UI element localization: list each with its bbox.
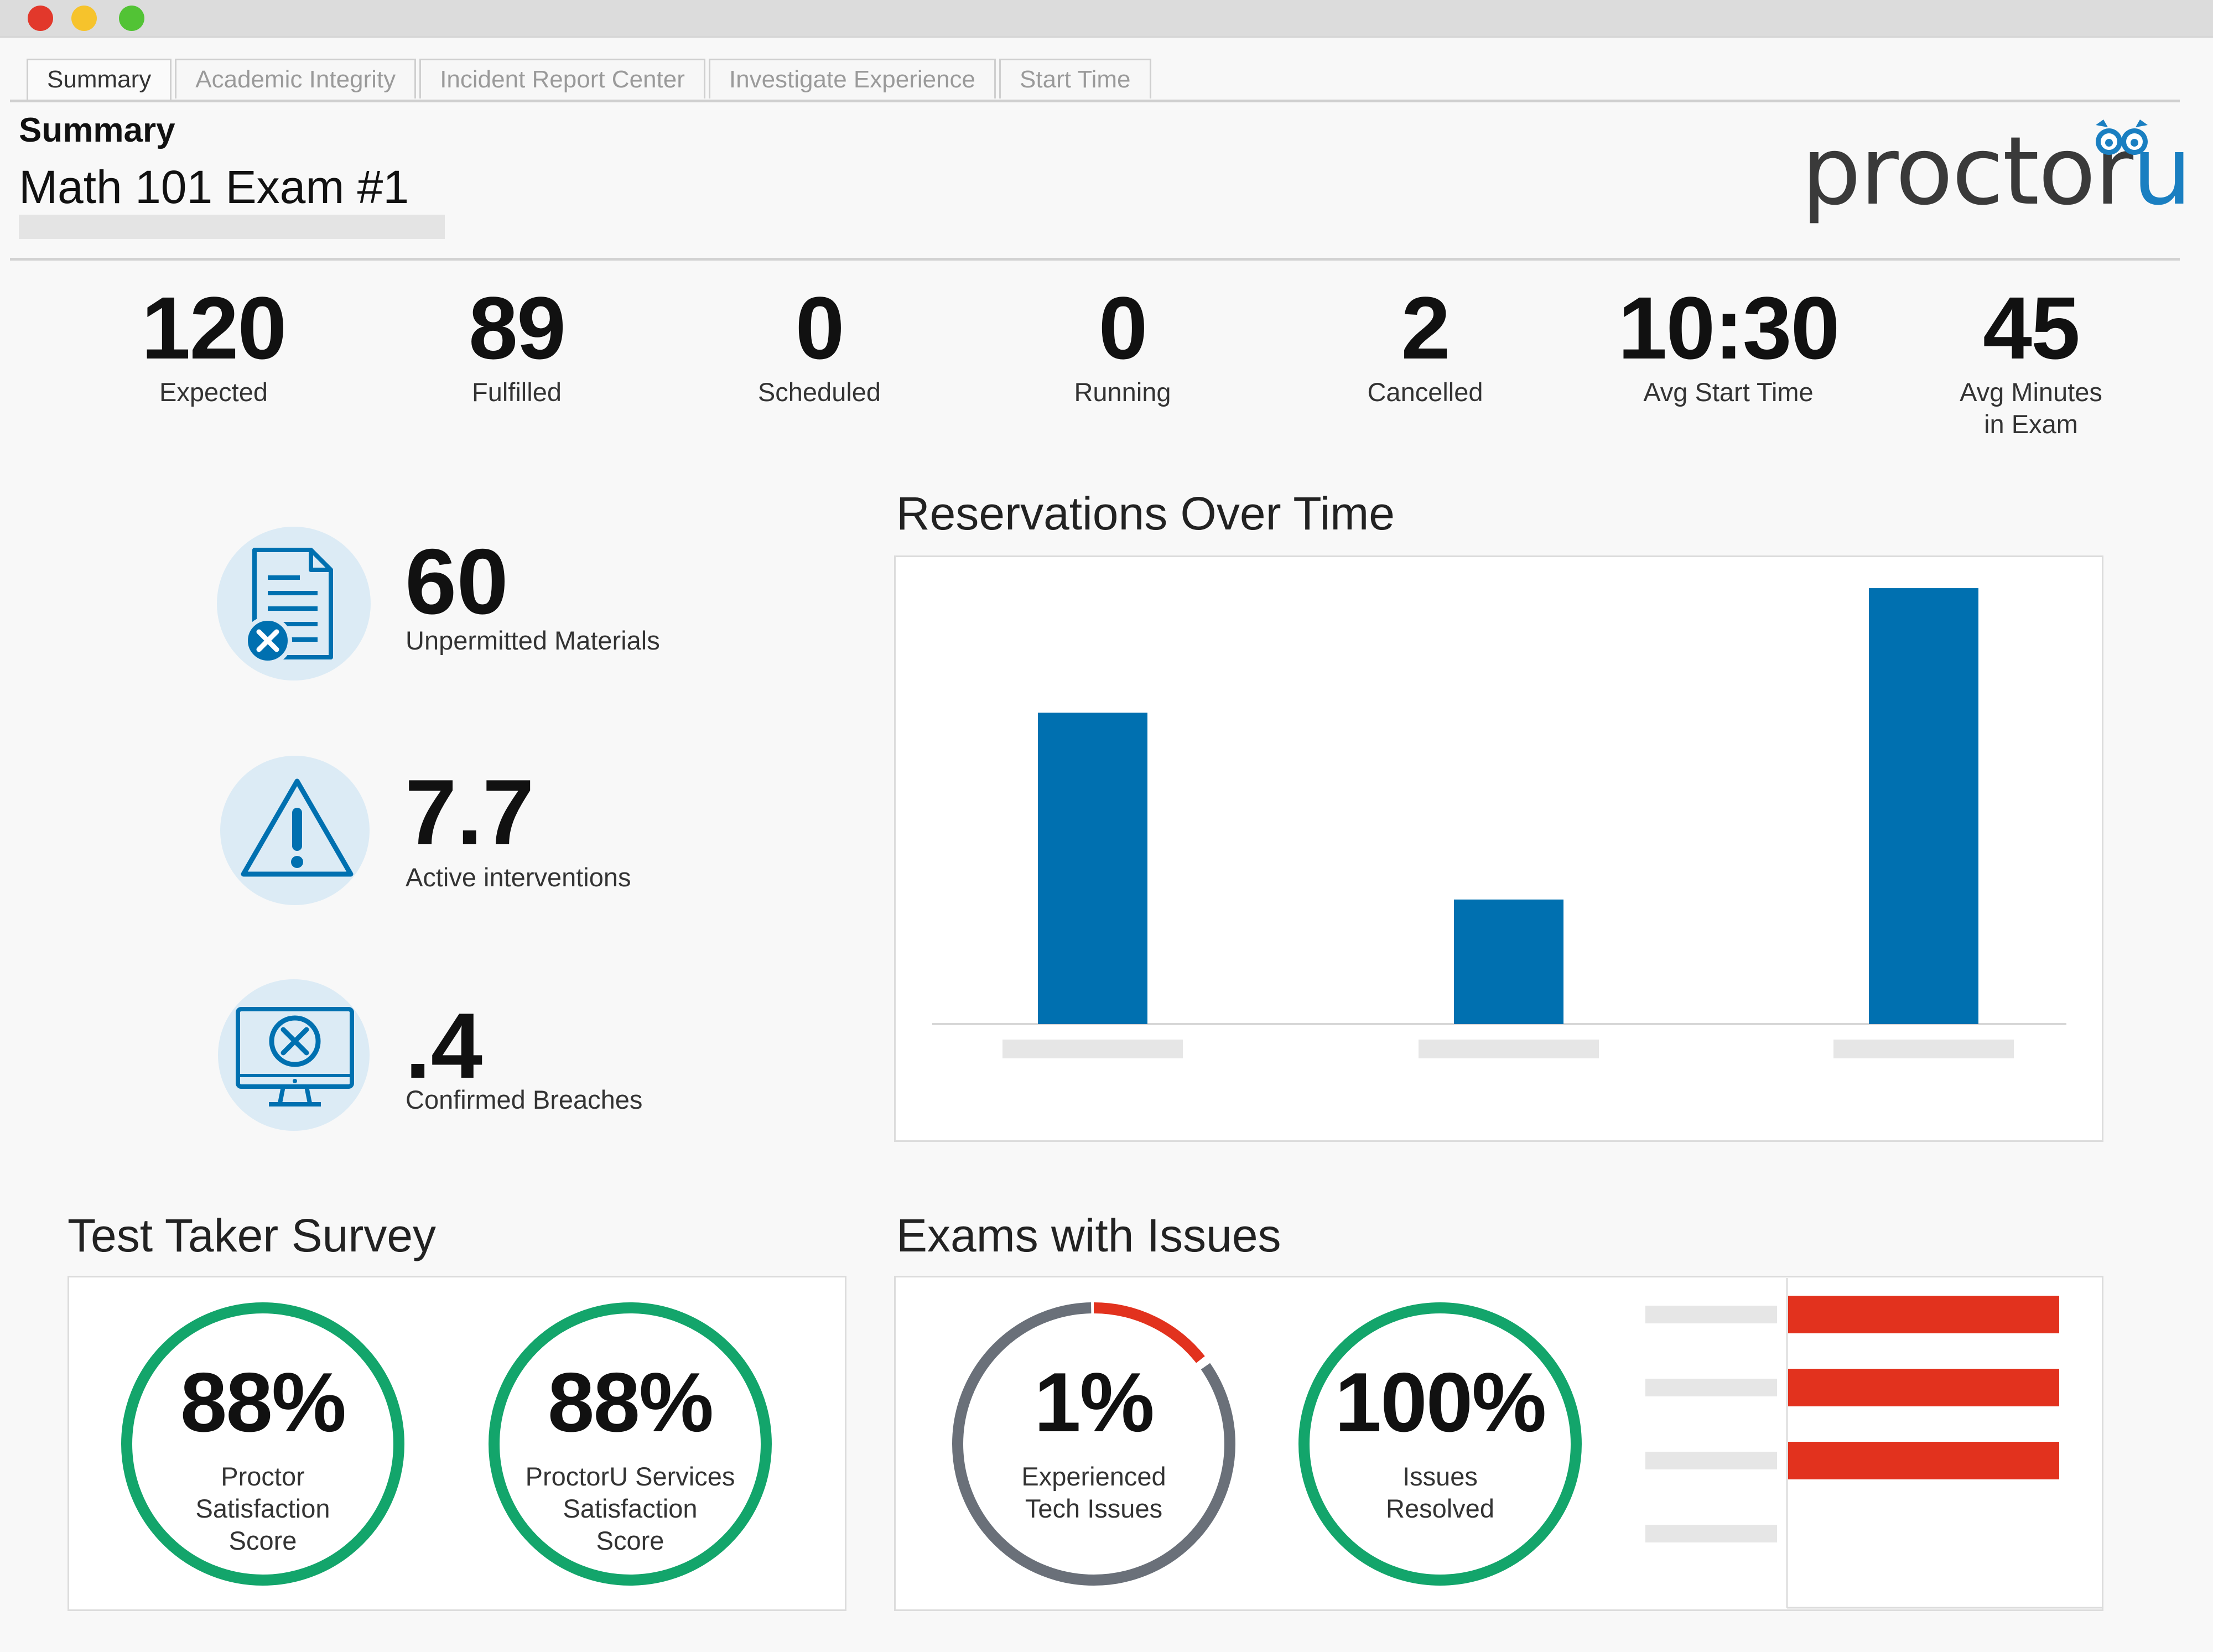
reservations-chart-svg [932, 588, 2066, 1058]
ring-label: Issues Resolved [1386, 1462, 1494, 1523]
monitor-x-icon [218, 979, 370, 1131]
stat-value: 0 [795, 278, 845, 377]
incident-value: 7.7 [405, 760, 534, 864]
proctor-satisfaction-ring: 88% Proctor Satisfaction Score [119, 1300, 407, 1588]
warning-icon [220, 756, 370, 905]
y-tick-label-placeholder [1645, 1525, 1777, 1542]
stat-cancelled: 2 Cancelled [1315, 279, 1536, 408]
ring-track [952, 1302, 1235, 1586]
stat-running: 0 Running [1012, 279, 1233, 408]
tab-investigate-experience[interactable]: Investigate Experience [708, 59, 996, 98]
tab-incident-report-center[interactable]: Incident Report Center [419, 59, 705, 98]
ring-gauge [952, 1302, 1235, 1586]
services-satisfaction-ring: 88% ProctorU Services Satisfaction Score [486, 1300, 774, 1588]
x-tick-label-placeholder [1002, 1040, 1183, 1058]
issue-bar [1788, 1296, 2059, 1333]
x-tick-label-placeholder [1833, 1040, 2014, 1058]
y-tick-label-placeholder [1645, 1452, 1777, 1469]
stat-value: 120 [141, 278, 287, 377]
ring-label: ProctorU Services Satisfaction Score [525, 1462, 735, 1555]
stat-avg-start-time: 10:30 Avg Start Time [1618, 278, 1840, 408]
incident-label: Active interventions [406, 863, 631, 892]
incident-label: Unpermitted Materials [406, 626, 660, 655]
redacted-subtitle-placeholder [19, 215, 445, 239]
maximize-window-button[interactable] [119, 6, 144, 31]
ring-label: Proctor Satisfaction Score [195, 1462, 330, 1555]
stat-value: 10:30 [1618, 278, 1840, 377]
page-heading: Summary [19, 111, 175, 149]
tab-start-time[interactable]: Start Time [999, 59, 1151, 98]
ring-track [1298, 1302, 1582, 1586]
ring-gauge [1298, 1302, 1582, 1586]
logo-wordmark: proctoru [1801, 122, 2192, 221]
ring-progress [952, 1302, 1235, 1586]
ring-track [489, 1302, 772, 1586]
ring-label: Experienced Tech Issues [1021, 1462, 1166, 1523]
proctoru-logo: proctoru [1801, 120, 2192, 232]
close-window-button[interactable] [28, 6, 53, 31]
issue-bar [1788, 1369, 2059, 1406]
stat-value: 89 [469, 278, 566, 377]
tab-bar: Summary Academic Integrity Incident Repo… [27, 59, 1155, 101]
y-tick-label-placeholder [1645, 1306, 1777, 1323]
reservation-bar [1038, 713, 1147, 1024]
stat-label: Expected [159, 377, 268, 407]
tech-issues-ring: 1% Experienced Tech Issues [950, 1300, 1238, 1588]
stat-label: Avg Minutes in Exam [1960, 377, 2102, 439]
stat-expected: 120 Expected [103, 279, 324, 408]
header-divider [10, 258, 2180, 261]
x-tick-label-placeholder [1419, 1040, 1599, 1058]
issue-bar [1788, 1442, 2059, 1479]
ring-track [121, 1302, 404, 1586]
reservation-bar [1454, 899, 1563, 1024]
ring-gauge [489, 1302, 772, 1586]
exam-title: Math 101 Exam #1 [19, 161, 409, 213]
ring-value: 88% [547, 1355, 714, 1450]
stat-label: Cancelled [1367, 377, 1483, 407]
reservations-chart [894, 555, 2103, 1142]
stat-label: Running [1074, 377, 1171, 407]
reservations-chart-title: Reservations Over Time [896, 487, 1395, 539]
ring-value: 88% [180, 1355, 346, 1450]
y-tick-label-placeholder [1645, 1379, 1777, 1396]
issues-title: Exams with Issues [896, 1209, 1281, 1261]
ring-gauge [121, 1302, 404, 1586]
owl-icon [2096, 120, 2148, 155]
logo-text-main: proctor [1801, 117, 2133, 226]
stat-avg-minutes: 45 Avg Minutes in Exam [1920, 279, 2142, 440]
ring-value: 100% [1334, 1355, 1547, 1450]
stat-label: Avg Start Time [1643, 377, 1814, 407]
incident-label: Confirmed Breaches [406, 1085, 643, 1114]
tab-summary[interactable]: Summary [27, 59, 172, 101]
stat-label: Scheduled [757, 377, 881, 407]
reservation-bar [1869, 588, 1978, 1024]
survey-title: Test Taker Survey [67, 1209, 437, 1261]
stat-value: 2 [1401, 278, 1451, 377]
issues-bar-chart [1645, 1278, 2103, 1609]
document-x-icon [217, 527, 371, 680]
minimize-window-button[interactable] [71, 6, 97, 31]
stat-scheduled: 0 Scheduled [709, 279, 930, 408]
ring-value: 1% [1034, 1355, 1155, 1450]
tab-divider [10, 100, 2180, 102]
issues-resolved-ring: 100% Issues Resolved [1296, 1300, 1584, 1588]
window-titlebar [0, 0, 2213, 38]
incident-value: .4 [405, 994, 483, 1098]
tab-academic-integrity[interactable]: Academic Integrity [175, 59, 417, 98]
incident-value: 60 [405, 529, 508, 633]
stat-value: 0 [1098, 278, 1148, 377]
stat-label: Fulfilled [472, 377, 562, 407]
stat-value: 45 [1983, 278, 2080, 377]
stat-fulfilled: 89 Fulfilled [406, 279, 627, 408]
